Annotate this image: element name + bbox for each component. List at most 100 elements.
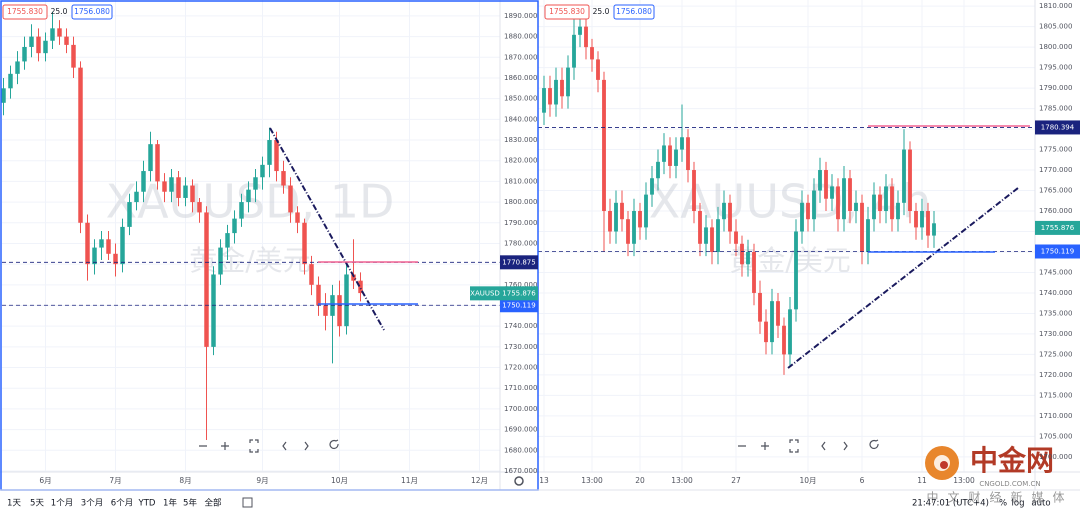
- candle-body: [344, 274, 349, 327]
- candle-body: [302, 222, 307, 265]
- x-tick-label: 10月: [799, 476, 816, 485]
- candle-body: [120, 226, 125, 265]
- range-button[interactable]: 6个月: [111, 499, 133, 509]
- candle-body: [740, 243, 744, 265]
- candle-body: [232, 218, 237, 234]
- range-button[interactable]: 1年: [163, 498, 177, 509]
- candle-body: [878, 194, 882, 212]
- y-tick-label: 1720.000: [504, 364, 537, 372]
- candle-body: [650, 178, 654, 195]
- x-tick-label: 13:00: [581, 476, 603, 485]
- y-tick-label: 1770.000: [1039, 166, 1072, 174]
- range-button[interactable]: 5天: [30, 499, 44, 509]
- candle-body: [50, 28, 55, 41]
- y-tick-label: 1760.000: [1039, 207, 1072, 215]
- y-tick-label: 1730.000: [1039, 330, 1072, 338]
- candle-body: [860, 202, 864, 252]
- settings-icon[interactable]: [514, 476, 524, 486]
- candle-body: [932, 223, 936, 236]
- candle-body: [674, 149, 678, 166]
- candle-body: [758, 292, 762, 322]
- bid-box[interactable]: [544, 4, 590, 20]
- ask-box[interactable]: [613, 4, 655, 20]
- y-tick-label: 1795.000: [1039, 64, 1072, 72]
- candle-body: [590, 47, 594, 60]
- bid: 1755.830: [7, 7, 43, 16]
- x-tick-label: 11月: [401, 476, 418, 485]
- candle-body: [337, 295, 342, 327]
- candle-body: [914, 211, 918, 228]
- candle-body: [29, 36, 34, 47]
- symbol-tag: [470, 286, 500, 301]
- candle-body: [197, 202, 202, 213]
- price-tag-label: 1750.119: [1041, 247, 1074, 255]
- y-tick-label: 1810.000: [1039, 2, 1072, 10]
- watermark-sub: 黄金/美元: [189, 244, 310, 277]
- bid-box[interactable]: [2, 4, 48, 20]
- candle-body: [908, 149, 912, 212]
- candle-body: [620, 202, 624, 220]
- candle-body: [896, 202, 900, 220]
- candle-body: [794, 231, 798, 310]
- watermark: XAUUSD, 4h: [649, 175, 932, 229]
- candle-body: [190, 185, 195, 203]
- candle-body: [64, 36, 69, 45]
- candle-body: [358, 280, 363, 294]
- y-tick-label: 1775.000: [1039, 146, 1072, 154]
- y-tick-label: 1805.000: [1039, 23, 1072, 31]
- candle-body: [127, 202, 132, 227]
- range-button[interactable]: 全部: [204, 498, 222, 509]
- range-button[interactable]: 1个月: [51, 499, 73, 509]
- scale-option[interactable]: log: [1012, 499, 1025, 509]
- candle-body: [848, 178, 852, 212]
- candle-body: [267, 140, 272, 165]
- zoom-controls[interactable]: [199, 439, 879, 453]
- candle-body: [218, 247, 223, 275]
- trend-line: [269, 127, 385, 331]
- x-tick-label: 13:00: [671, 476, 693, 485]
- candle-body: [788, 309, 792, 355]
- candle-body: [728, 202, 732, 232]
- candle-body: [842, 178, 846, 220]
- ask-box[interactable]: [71, 4, 113, 20]
- candle-body: [8, 73, 13, 89]
- x-tick-label: 8月: [179, 476, 191, 485]
- range-button[interactable]: 3个月: [81, 499, 103, 509]
- candle-body: [204, 212, 209, 347]
- candle-body: [71, 44, 76, 68]
- x-tick-label: 6月: [39, 476, 51, 485]
- candle-body: [316, 284, 321, 306]
- range-button[interactable]: 5年: [183, 498, 197, 509]
- candle-body: [99, 239, 104, 248]
- y-tick-label: 1740.000: [1039, 289, 1072, 297]
- scale-option[interactable]: %: [999, 499, 1007, 509]
- candle-body: [776, 301, 780, 326]
- range-button[interactable]: YTD: [138, 499, 156, 509]
- candle-body: [734, 231, 738, 244]
- candle-body: [78, 67, 83, 223]
- price-tag: [1035, 244, 1080, 259]
- candle-body: [351, 274, 356, 281]
- range-button[interactable]: 1天: [7, 499, 21, 509]
- ask: 1756.080: [616, 7, 652, 16]
- y-tick-label: 1725.000: [1039, 350, 1072, 358]
- candle-body: [15, 61, 20, 74]
- candle-body: [572, 34, 576, 68]
- y-tick-label: 1785.000: [1039, 105, 1072, 113]
- y-tick-label: 1780.000: [504, 239, 537, 247]
- y-tick-label: 1810.000: [504, 177, 537, 185]
- candle-body: [155, 144, 160, 182]
- last-price-label: 1755.876: [1041, 224, 1075, 232]
- candle-body: [253, 177, 258, 190]
- bid: 1755.830: [549, 7, 585, 16]
- compare-icon[interactable]: [242, 497, 253, 508]
- candle-body: [866, 219, 870, 252]
- y-tick-label: 1700.000: [1039, 453, 1072, 461]
- candle-body: [57, 28, 62, 37]
- scale-option[interactable]: auto: [1031, 499, 1050, 509]
- candle-body: [680, 137, 684, 150]
- y-tick-label: 1680.000: [504, 446, 537, 454]
- price-tag-label: 1770.875: [502, 258, 535, 266]
